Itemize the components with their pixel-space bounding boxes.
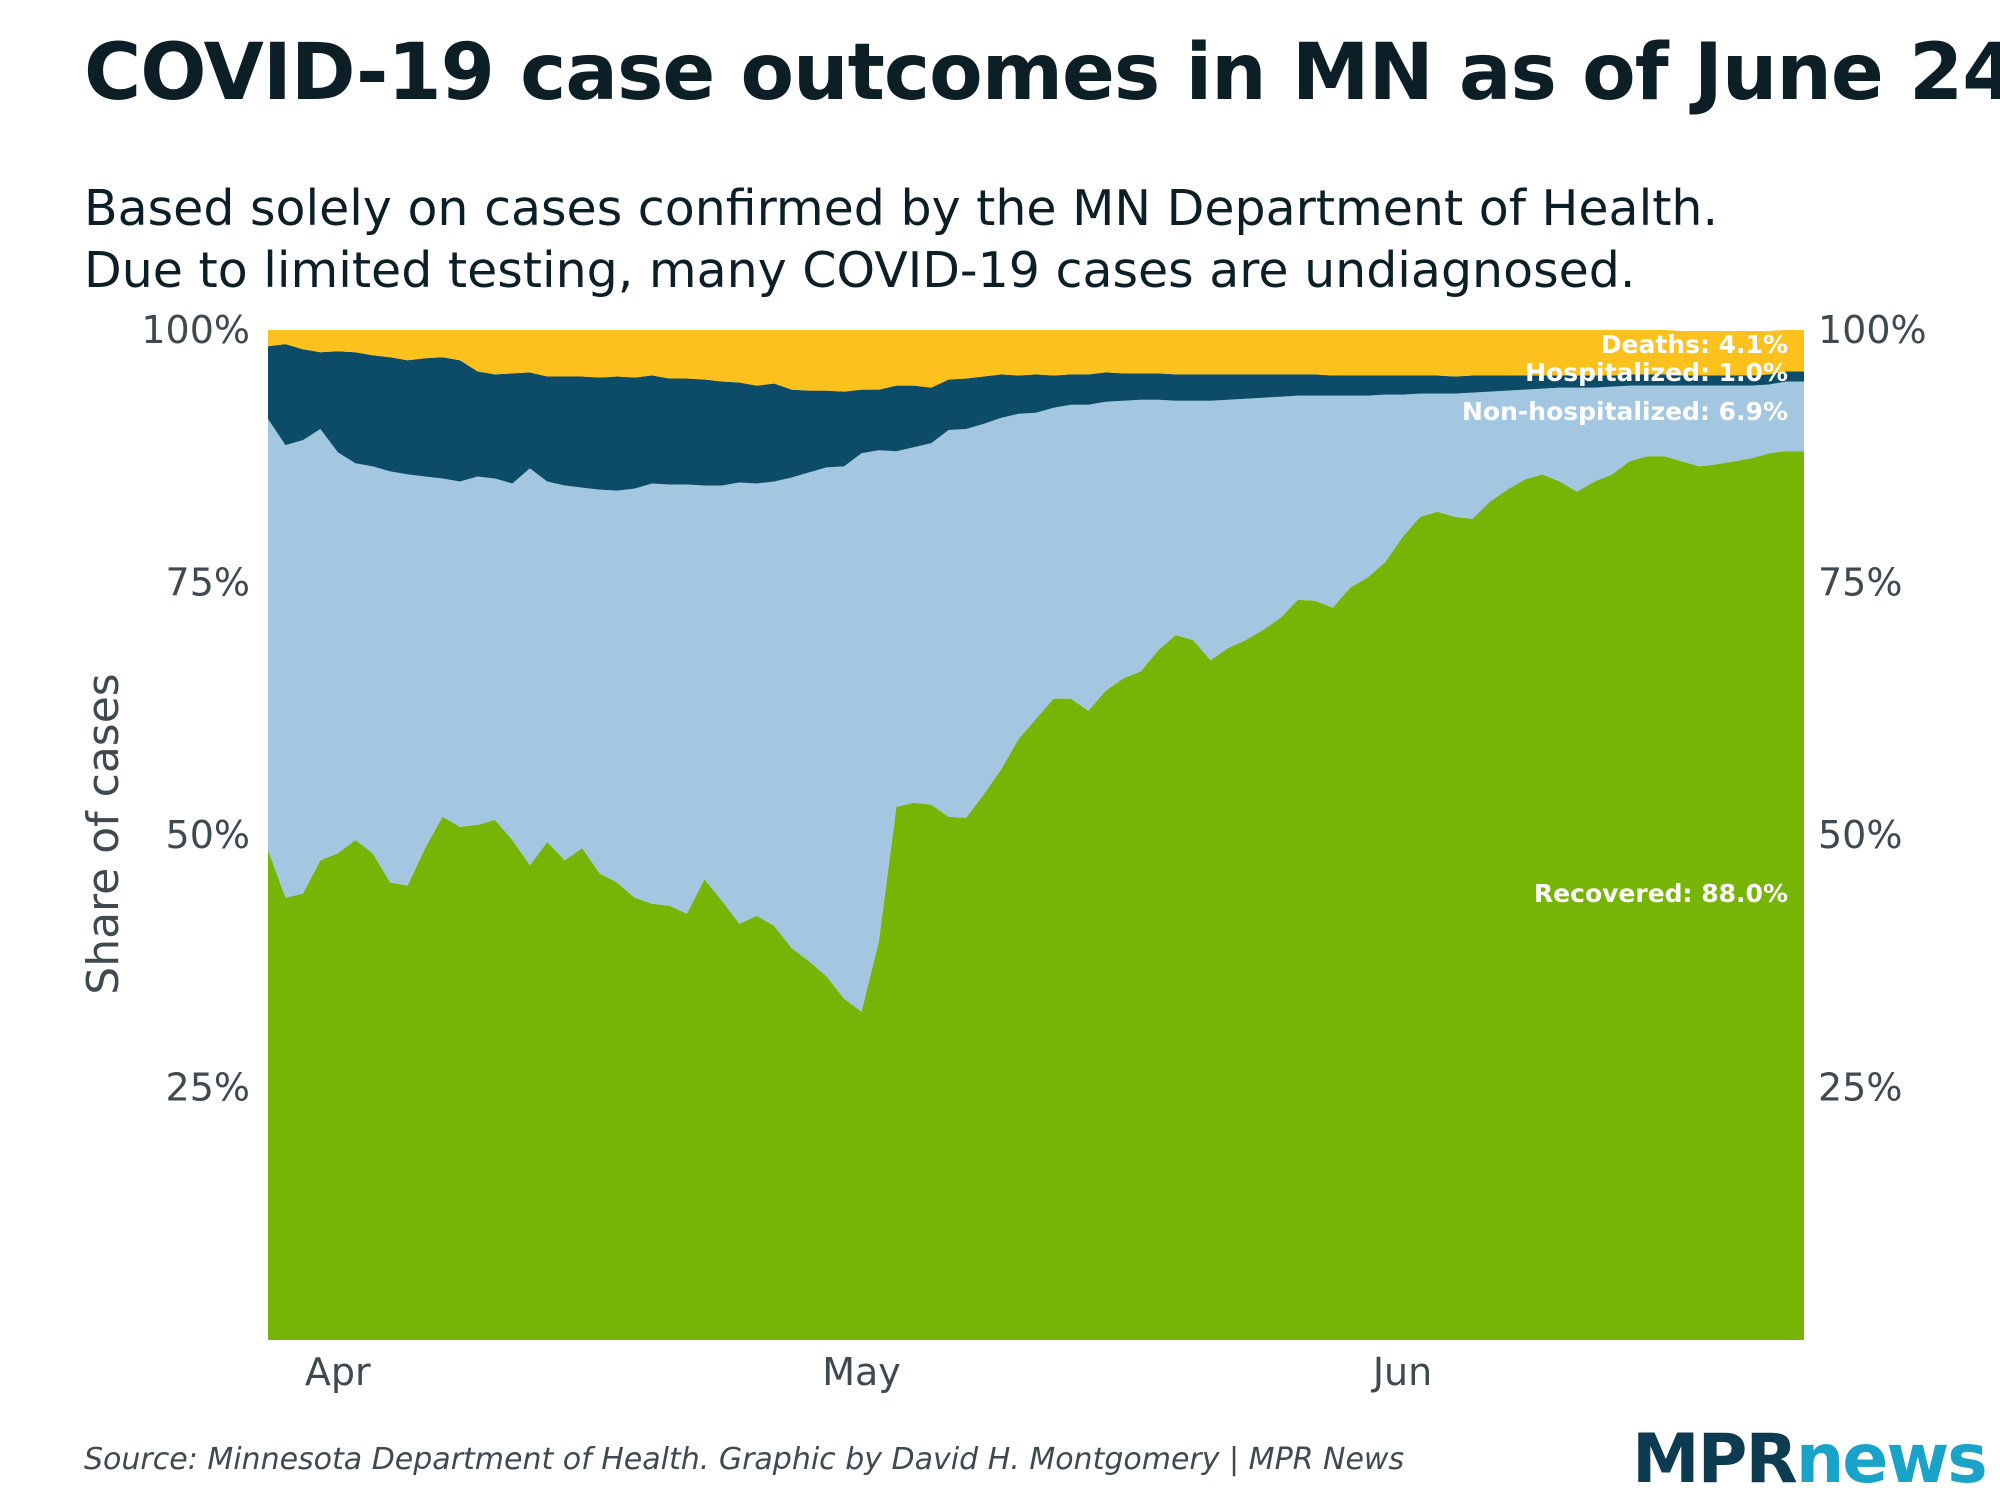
y-tick-right-75: 75%	[1818, 561, 1902, 605]
chart-title: COVID-19 case outcomes in MN as of June …	[84, 28, 2000, 118]
y-axis-label: Share of cases	[78, 673, 129, 994]
area-deaths	[268, 330, 1804, 392]
y-axis-right: 25% 50% 75% 100%	[1818, 308, 1927, 1110]
y-tick-right-100: 100%	[1818, 308, 1927, 352]
x-axis: Apr May Jun	[305, 1350, 1432, 1394]
area-non-hospitalized	[268, 381, 1804, 1012]
mpr-news-logo: MPRnews	[1632, 1420, 1988, 1499]
end-label-deaths: Deaths: 4.1%	[1601, 330, 1788, 359]
subtitle-line-2: Due to limited testing, many COVID-19 ca…	[84, 242, 1636, 299]
area-series-group	[268, 330, 1804, 1340]
area-hospitalized	[268, 344, 1804, 491]
logo-mpr: MPR	[1632, 1420, 1798, 1499]
subtitle-line-1: Based solely on cases confirmed by the M…	[84, 180, 1719, 237]
end-label-non-hospitalized: Non-hospitalized: 6.9%	[1462, 397, 1788, 426]
logo-news: news	[1795, 1420, 1988, 1499]
chart-subtitle: Based solely on cases confirmed by the M…	[84, 178, 1718, 302]
y-tick-right-25: 25%	[1818, 1066, 1902, 1110]
source-note: Source: Minnesota Department of Health. …	[84, 1442, 1405, 1477]
end-label-recovered: Recovered: 88.0%	[1534, 879, 1788, 908]
x-tick-jun: Jun	[1371, 1350, 1432, 1394]
end-labels: Deaths: 4.1%Hospitalized: 1.0% Non-hospit…	[1462, 330, 1788, 908]
y-tick-left-25: 25%	[166, 1066, 250, 1110]
y-tick-left-75: 75%	[166, 561, 250, 605]
y-tick-left-100: 100%	[141, 308, 250, 352]
y-tick-right-50: 50%	[1818, 813, 1902, 857]
y-axis-left: 25% 50% 75% 100%	[141, 308, 250, 1110]
end-label-hospitalized: Hospitalized: 1.0%	[1525, 358, 1788, 387]
y-tick-left-50: 50%	[166, 813, 250, 857]
x-tick-apr: Apr	[305, 1350, 371, 1394]
area-recovered	[268, 451, 1804, 1340]
x-tick-may: May	[822, 1350, 901, 1394]
